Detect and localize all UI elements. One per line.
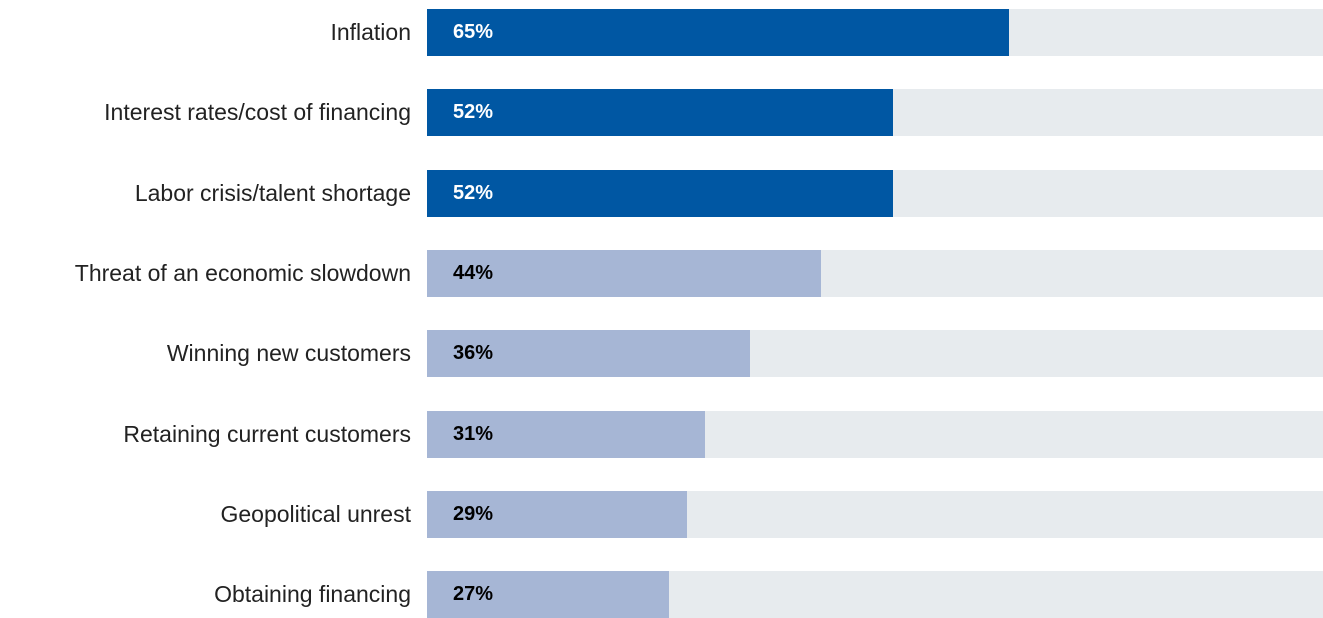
bar: 36%	[427, 330, 750, 378]
category-label: Labor crisis/talent shortage	[134, 179, 411, 206]
bar-row: Geopolitical unrest 29%	[0, 490, 1323, 538]
data-label: 36%	[453, 342, 494, 365]
bar-row: Threat of an economic slowdown 44%	[0, 249, 1323, 297]
bar: 52%	[427, 89, 893, 137]
bar-track: 52%	[427, 89, 1323, 137]
data-label: 31%	[453, 422, 494, 445]
bar: 27%	[427, 571, 669, 618]
data-label: 44%	[453, 261, 494, 284]
bar-row: Labor crisis/talent shortage 52%	[0, 169, 1323, 217]
data-label: 52%	[453, 181, 494, 204]
bar-row: Interest rates/cost of financing 52%	[0, 89, 1323, 137]
bar-track: 31%	[427, 410, 1323, 458]
bar: 29%	[427, 490, 687, 538]
bar: 31%	[427, 410, 705, 458]
data-label: 52%	[453, 101, 494, 124]
bar-track: 65%	[427, 9, 1323, 56]
bar-row: Obtaining financing 27%	[0, 571, 1323, 618]
bar-track: 52%	[427, 169, 1323, 217]
bar-track: 29%	[427, 490, 1323, 538]
data-label: 27%	[453, 583, 494, 606]
bar-row: Retaining current customers 31%	[0, 410, 1323, 458]
bar: 44%	[427, 249, 822, 297]
category-label: Winning new customers	[166, 340, 411, 367]
bar: 52%	[427, 169, 893, 217]
bar-row: Winning new customers 36%	[0, 330, 1323, 378]
category-label: Threat of an economic slowdown	[74, 259, 411, 286]
data-label: 29%	[453, 502, 494, 525]
bar-track: 36%	[427, 330, 1323, 378]
category-label: Retaining current customers	[123, 420, 411, 447]
category-label: Obtaining financing	[214, 581, 411, 608]
category-label: Geopolitical unrest	[220, 500, 412, 527]
bar-track: 27%	[427, 571, 1323, 618]
category-label: Interest rates/cost of financing	[104, 99, 411, 126]
bar-row: Inflation 65%	[0, 9, 1323, 56]
data-label: 65%	[453, 21, 494, 43]
category-label: Inflation	[330, 19, 411, 45]
bar: 65%	[427, 9, 1010, 56]
bar-track: 44%	[427, 249, 1323, 297]
